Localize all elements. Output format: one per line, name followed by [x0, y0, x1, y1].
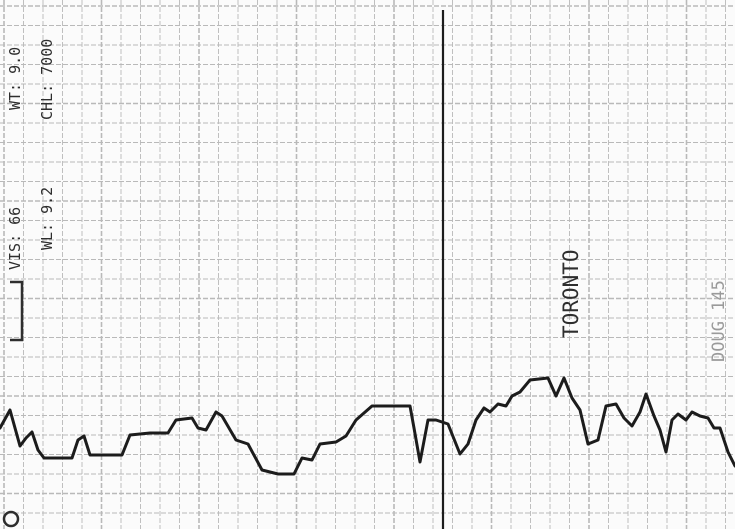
location-label: TORONTO	[559, 249, 583, 338]
wl-annotation: WL: 9.2	[38, 187, 56, 250]
corner-mark	[2, 510, 20, 528]
recorder-trace	[0, 376, 735, 476]
scale-bracket	[10, 280, 24, 342]
wt-annotation: WT: 9.0	[6, 47, 24, 110]
margin-note: DOUG 145	[709, 280, 729, 362]
chl-annotation: CHL: 7000	[38, 39, 56, 120]
vis-annotation: VIS: 66	[6, 207, 24, 270]
